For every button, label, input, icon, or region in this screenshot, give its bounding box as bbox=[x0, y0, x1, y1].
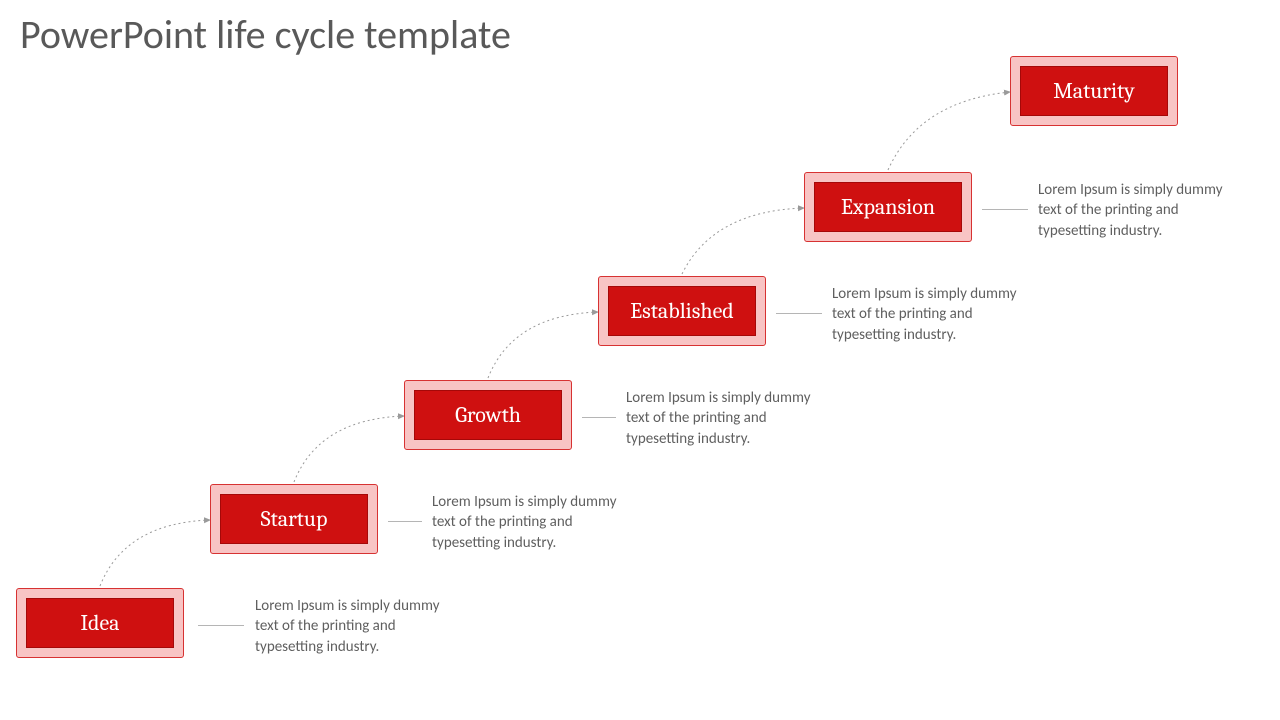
stage-box-established: Established bbox=[598, 276, 766, 346]
stage-inner: Established bbox=[608, 286, 756, 336]
stage-inner: Startup bbox=[220, 494, 368, 544]
stage-box-idea: Idea bbox=[16, 588, 184, 658]
arrow-path bbox=[488, 312, 598, 378]
arrow-path bbox=[100, 520, 210, 586]
stage-desc: Lorem Ipsum is simply dummy text of the … bbox=[626, 388, 836, 449]
connector-line bbox=[982, 209, 1028, 210]
stage-desc: Lorem Ipsum is simply dummy text of the … bbox=[1038, 180, 1248, 241]
arrow-path bbox=[294, 416, 404, 482]
connector-line bbox=[198, 625, 244, 626]
stage-box-startup: Startup bbox=[210, 484, 378, 554]
stage-box-growth: Growth bbox=[404, 380, 572, 450]
stage-desc: Lorem Ipsum is simply dummy text of the … bbox=[832, 284, 1042, 345]
stage-box-maturity: Maturity bbox=[1010, 56, 1178, 126]
connector-line bbox=[776, 313, 822, 314]
stage-inner: Expansion bbox=[814, 182, 962, 232]
stage-desc: Lorem Ipsum is simply dummy text of the … bbox=[255, 596, 465, 657]
connector-line bbox=[388, 521, 422, 522]
slide-canvas: PowerPoint life cycle template Idea Lorem… bbox=[0, 0, 1280, 720]
arrow-path bbox=[888, 92, 1010, 170]
stage-inner: Idea bbox=[26, 598, 174, 648]
stage-inner: Maturity bbox=[1020, 66, 1168, 116]
connector-line bbox=[582, 417, 616, 418]
arrow-path bbox=[682, 208, 804, 274]
stage-desc: Lorem Ipsum is simply dummy text of the … bbox=[432, 492, 642, 553]
stage-inner: Growth bbox=[414, 390, 562, 440]
stage-box-expansion: Expansion bbox=[804, 172, 972, 242]
slide-title: PowerPoint life cycle template bbox=[20, 12, 511, 58]
